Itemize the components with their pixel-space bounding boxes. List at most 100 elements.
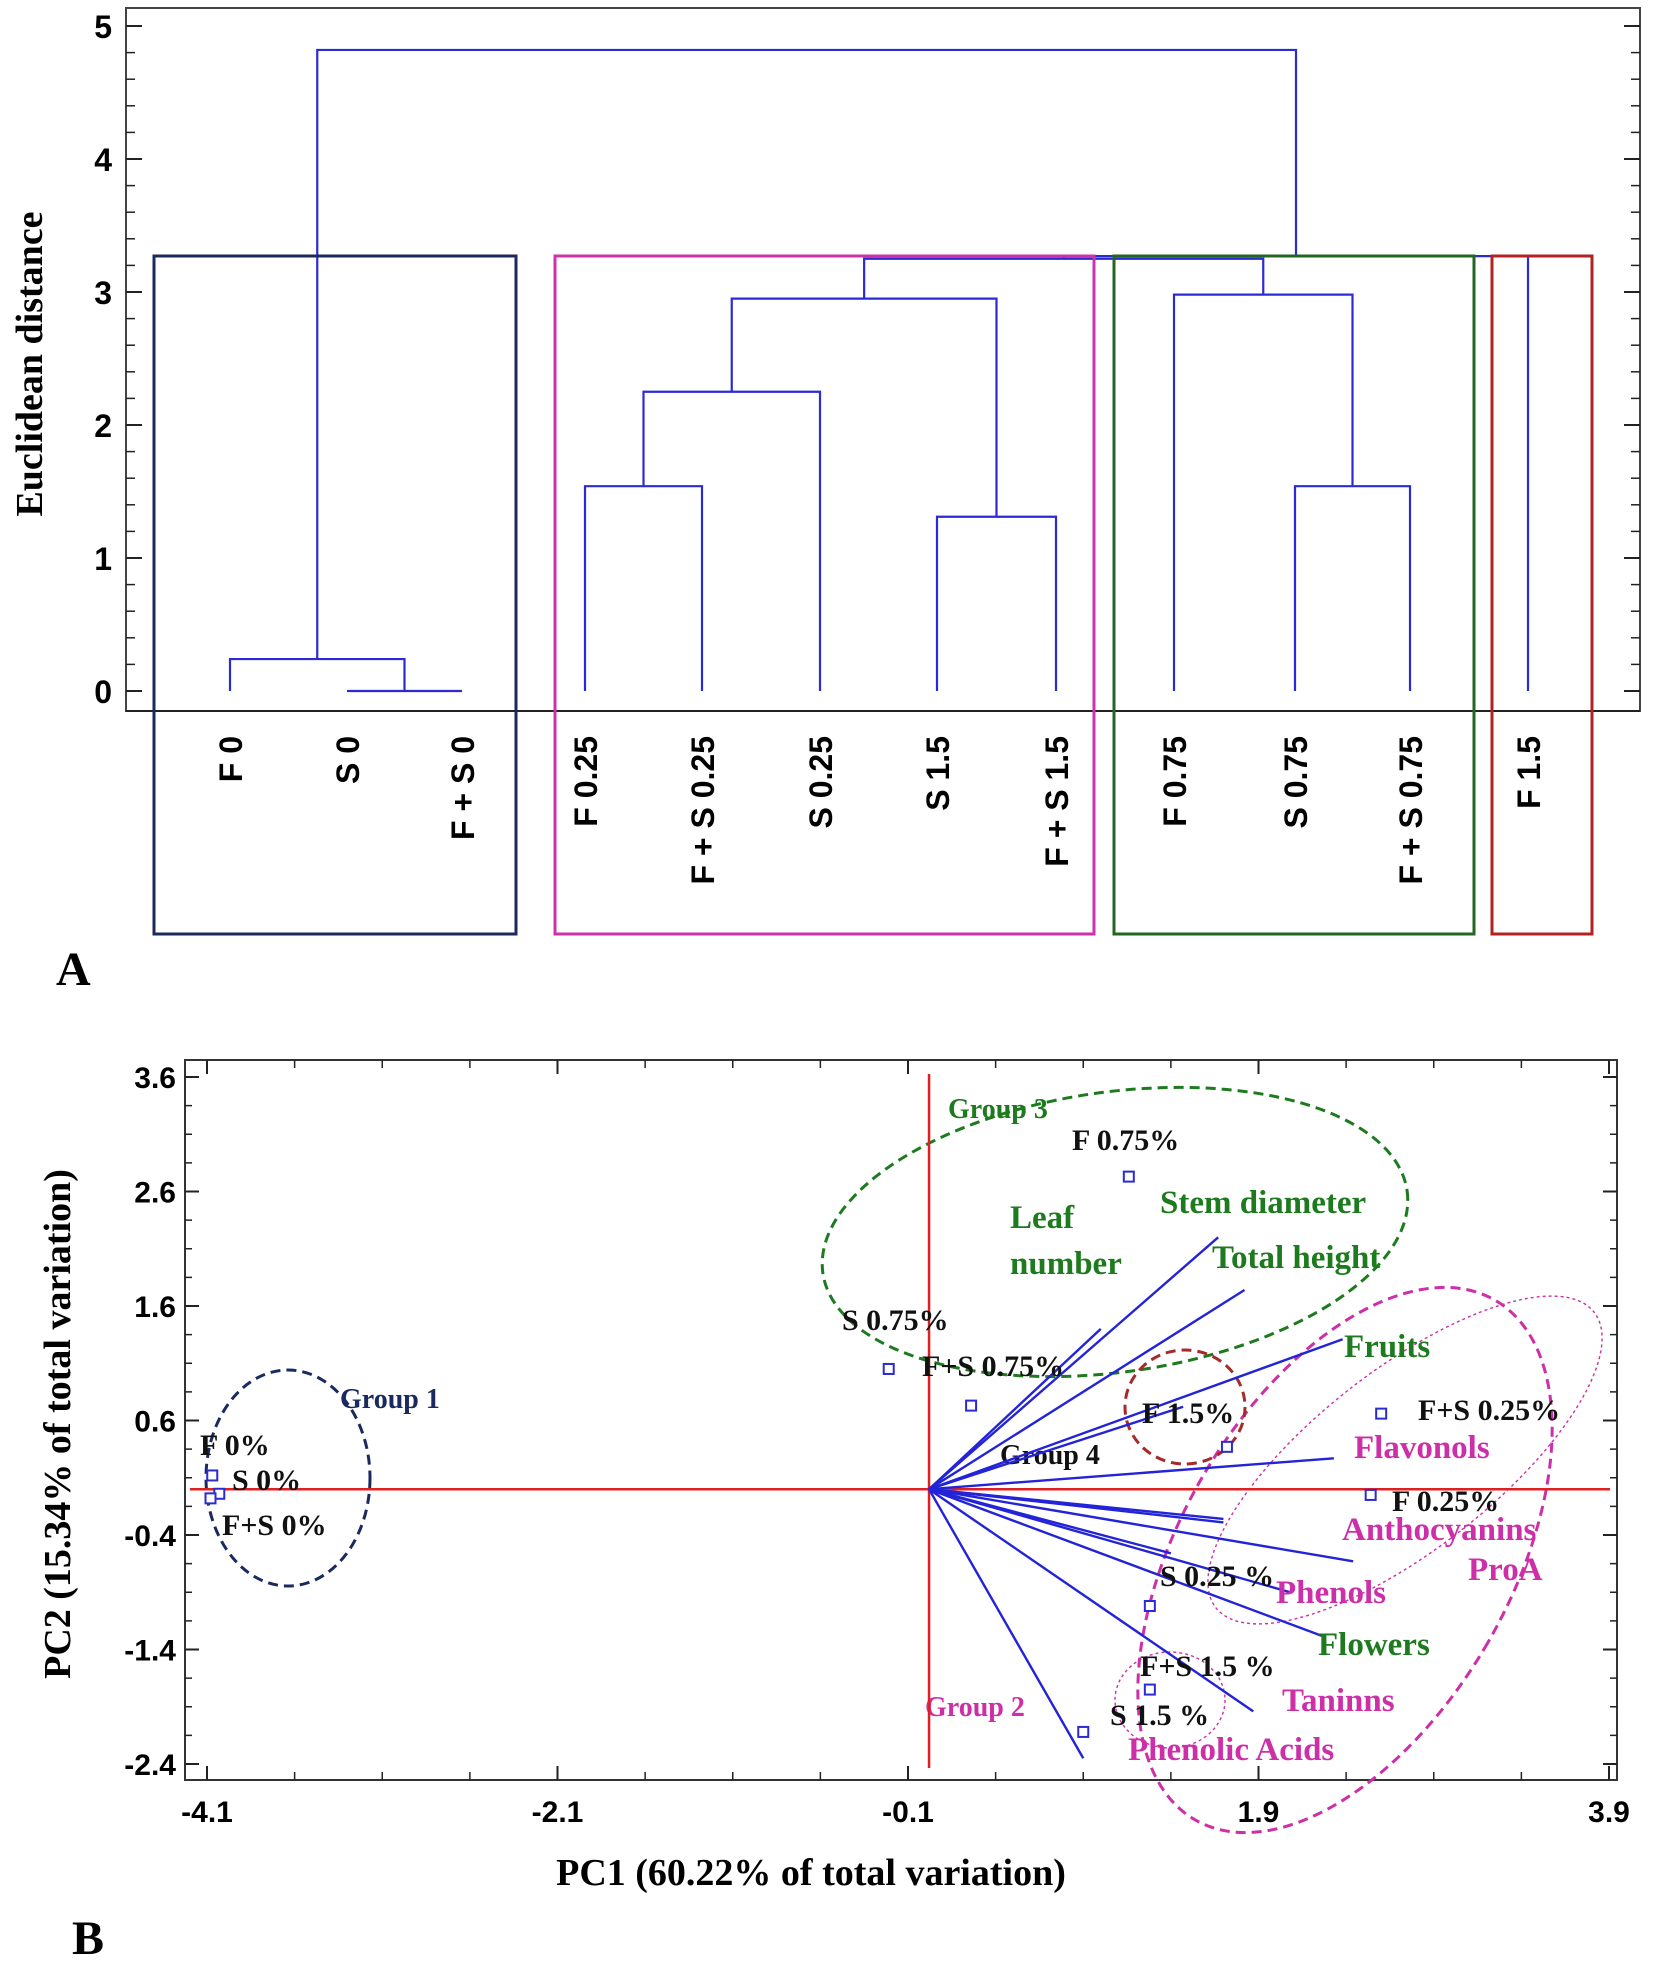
loading-vector xyxy=(927,1488,1085,1759)
biplot-y-tick-label: -1.4 xyxy=(124,1635,176,1668)
leaf-label: F + S 0 xyxy=(445,736,481,840)
group-4-ellipse xyxy=(1123,1348,1247,1466)
score-point xyxy=(1077,1725,1090,1738)
score-points: F 0%S 0% F+S 0% F 0.75% S 0.75% F+S 0.75% F 1… xyxy=(200,1124,1560,1738)
subgroup-ellipse xyxy=(1207,1295,1603,1625)
group-3-ellipse xyxy=(820,1085,1410,1379)
score-point xyxy=(204,1492,217,1505)
loading-label: Phenolic Acids xyxy=(1128,1732,1334,1768)
leaf-label: F 1.5 xyxy=(1511,736,1547,809)
dendrogram-y-tick-label: 1 xyxy=(94,541,112,577)
leaf-label: F + S 0.75 xyxy=(1393,736,1429,885)
loading-label: Leaf number xyxy=(1010,1200,1122,1282)
biplot-x-tick-label: -4.1 xyxy=(181,1796,233,1829)
leaf-label: S 0.75 xyxy=(1278,736,1314,829)
loading-label: Fruits xyxy=(1344,1329,1430,1365)
dendrogram-links xyxy=(228,48,1530,693)
dendrogram-link xyxy=(1293,485,1412,691)
biplot-zero-lines xyxy=(190,1074,1610,1768)
loading-vectors: Stem diameter Total height Leaf number Fruit… xyxy=(927,1185,1543,1768)
score-point-label: F 1.5% xyxy=(1142,1397,1234,1430)
biplot-x-tick-label: -2.1 xyxy=(532,1796,584,1829)
dendrogram-link xyxy=(730,297,998,517)
pca-biplot-panel: -4.1 -2.1 -0.1 1.9 3.9 3.6 2.6 1.6 0.6 -0.4 -1.4 -2… xyxy=(37,1059,1630,1962)
loading-label: Stem diameter xyxy=(1160,1185,1366,1221)
biplot-x-tick-label: 1.9 xyxy=(1238,1796,1280,1829)
cluster-box xyxy=(1112,254,1476,936)
biplot-x-tick-label: -0.1 xyxy=(882,1796,934,1829)
dendrogram-link xyxy=(863,257,1265,299)
dendrogram-panel: 0 1 2 3 4 5 F 0 S 0 F + S 0 F 0.25 F + S 0.25 S 0.… xyxy=(9,7,1641,996)
leaf-label: F 0 xyxy=(213,736,249,782)
loading-vector xyxy=(928,1457,1334,1491)
score-point-label: F+S 1.5 % xyxy=(1140,1650,1275,1683)
dendrogram-link xyxy=(583,485,704,691)
score-point-label: F+S 0.75% xyxy=(922,1350,1064,1383)
loading-label: Total height xyxy=(1212,1240,1380,1276)
loading-label: Flavonols xyxy=(1354,1430,1490,1466)
dendrogram-plot-frame xyxy=(125,7,1641,712)
group-1-label: Group 1 xyxy=(340,1384,440,1415)
dendrogram-y-tick-label: 0 xyxy=(94,674,112,710)
biplot-y-tick-label: 0.6 xyxy=(134,1406,176,1439)
leaf-label: F + S 1.5 xyxy=(1039,736,1075,867)
loading-label: Flowers xyxy=(1318,1627,1430,1663)
leaf-labels: F 0 S 0 F + S 0 F 0.25 F + S 0.25 S 0.25 S 1.5… xyxy=(213,736,1547,885)
cluster-box xyxy=(1490,254,1594,936)
score-point xyxy=(1220,1440,1233,1453)
group-1-ellipse xyxy=(204,1368,372,1588)
biplot-y-tick-label: 3.6 xyxy=(134,1062,176,1095)
dendrogram-y-tick-label: 4 xyxy=(94,142,112,178)
score-point-label: F 0.75% xyxy=(1072,1124,1179,1157)
score-point xyxy=(965,1399,978,1412)
score-point-label: F+S 0% xyxy=(222,1509,327,1542)
dendrogram-link xyxy=(642,390,822,691)
dendrogram-y-tick-label: 3 xyxy=(94,275,112,311)
group-3-label: Group 3 xyxy=(948,1094,1048,1125)
biplot-y-tick-label: -2.4 xyxy=(124,1749,176,1782)
score-point-label: S 0.75% xyxy=(842,1304,949,1337)
loading-vector xyxy=(928,1236,1219,1491)
score-point-label: F 0% xyxy=(200,1429,270,1462)
biplot-y-tick-label: -0.4 xyxy=(124,1520,176,1553)
score-point-label: S 0% xyxy=(232,1464,301,1497)
loading-vector xyxy=(928,1328,1102,1491)
leaf-label: F + S 0.25 xyxy=(685,736,721,885)
score-point xyxy=(1375,1407,1388,1420)
biplot-ticks: -4.1 -2.1 -0.1 1.9 3.9 3.6 2.6 1.6 0.6 -0.4 -1.4 -2… xyxy=(124,1060,1630,1829)
group-2-label: Group 2 xyxy=(925,1692,1025,1723)
loading-label: Anthocyanins xyxy=(1342,1512,1537,1548)
dendrogram-link xyxy=(935,515,1058,691)
dendrogram-y-ticks: 0 1 2 3 4 5 xyxy=(94,9,1640,710)
biplot-plot-frame xyxy=(184,1059,1618,1781)
loading-label: Phenols xyxy=(1276,1575,1386,1611)
loading-vector xyxy=(928,1338,1344,1491)
panel-label-b: B xyxy=(72,1912,104,1962)
cluster-box xyxy=(553,254,1096,936)
leaf-label: F 0.75 xyxy=(1157,736,1193,827)
leaf-label: S 0 xyxy=(330,736,366,784)
loading-vector xyxy=(928,1488,1323,1637)
leaf-label: S 0.25 xyxy=(803,736,839,829)
biplot-x-tick-label: 3.9 xyxy=(1588,1796,1630,1829)
loading-vector xyxy=(928,1288,1246,1491)
group-2-ellipse xyxy=(1136,1285,1554,1835)
cluster-boxes xyxy=(152,254,1594,936)
score-point xyxy=(1143,1683,1156,1696)
leaf-label: F 0.25 xyxy=(568,736,604,827)
loading-vector xyxy=(928,1488,1254,1713)
loading-label: Taninns xyxy=(1282,1683,1395,1719)
dendrogram-link xyxy=(316,48,1298,660)
score-point xyxy=(1364,1488,1377,1501)
dendrogram-link xyxy=(1172,293,1354,691)
loading-vector xyxy=(928,1488,1172,1555)
leaf-label: S 1.5 xyxy=(920,736,956,811)
cluster-box xyxy=(152,254,518,936)
subgroup-ellipse xyxy=(1114,1651,1226,1749)
dendrogram-y-tick-label: 2 xyxy=(94,408,112,444)
biplot-y-tick-label: 2.6 xyxy=(134,1177,176,1210)
biplot-y-tick-label: 1.6 xyxy=(134,1291,176,1324)
score-point xyxy=(882,1362,895,1375)
